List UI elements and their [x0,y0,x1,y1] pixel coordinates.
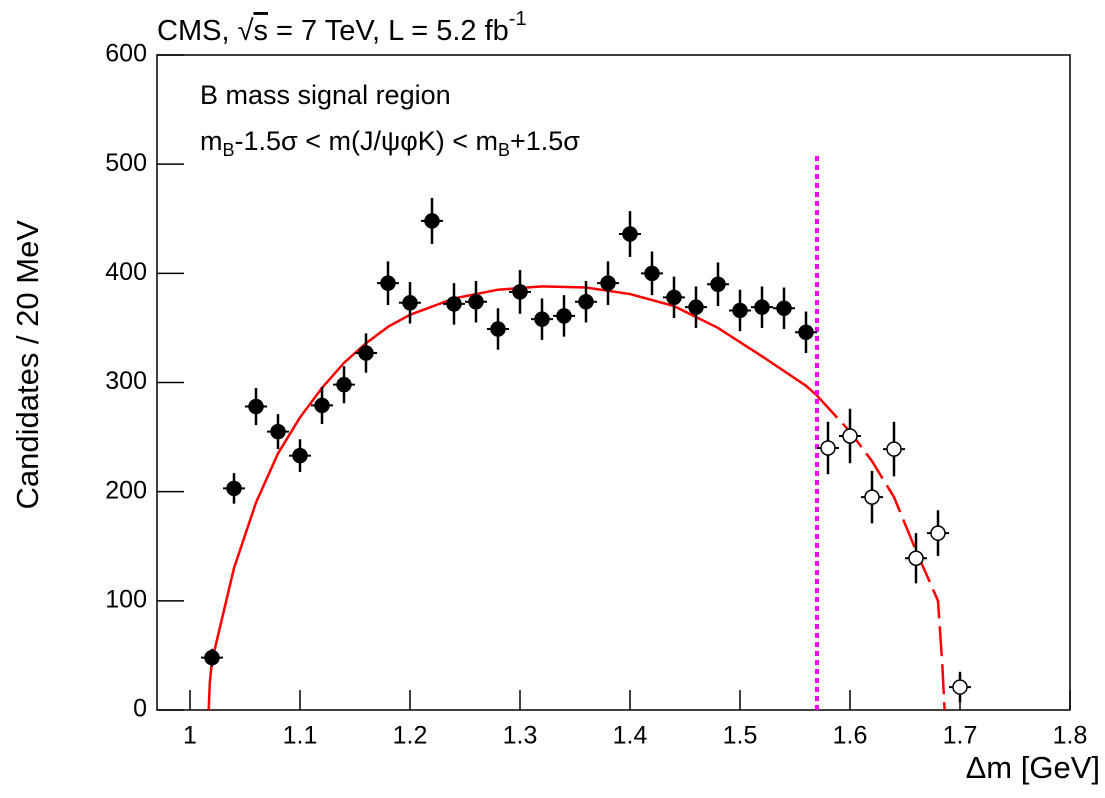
data-point [600,275,616,291]
x-tick-label: 1.1 [283,722,318,750]
y-tick-label: 0 [133,695,147,723]
x-tick-label: 1 [183,722,197,750]
data-point [248,398,264,415]
data-point [842,428,858,444]
data-point [358,345,374,361]
title-part: CMS, [157,15,238,47]
y-tick-label: 400 [105,258,147,286]
data-point [754,299,770,315]
data-point [446,296,462,312]
data-point [798,324,814,341]
x-tick-label: 1.2 [393,722,428,750]
data-point [512,284,528,300]
y-tick-label: 500 [105,149,147,177]
data-point [292,447,308,464]
data-point [336,376,352,393]
data-point [578,293,594,310]
x-tick-label: 1.8 [1053,722,1088,750]
data-point [886,441,902,457]
data-point [930,525,946,541]
data-point [666,289,682,306]
y-tick-label: 300 [105,367,147,395]
condition: mB-1.5σ < m(J/ψφK) < mB+1.5σ [200,126,580,160]
x-tick-label: 1.7 [943,722,978,750]
title-part: s [253,15,268,47]
title-part: = 7 TeV, L = 5.2 fb [268,15,509,47]
data-point [204,649,220,666]
y-tick-label: 600 [105,40,147,68]
x-axis-label: Δm [GeV] [966,750,1100,785]
condition-part: B [498,140,510,160]
data-point [314,397,330,414]
x-tick-label: 1.4 [613,722,648,750]
condition-part: B [223,140,235,160]
x-tick-label: 1.3 [503,722,538,750]
data-point [424,213,440,229]
data-point [270,423,286,440]
y-axis-label: Candidates / 20 MeV [10,220,45,510]
data-point [556,308,572,324]
data-point [534,311,550,327]
y-tick-label: 100 [105,585,147,613]
y-tick-label: 200 [105,476,147,504]
data-point [380,275,396,291]
data-point [644,265,660,282]
data-point [622,226,638,242]
data-point [490,321,506,337]
condition-part: -1.5σ < m(J/ψφK) < m [235,126,498,156]
title-part: √ [238,15,254,47]
data-point [864,489,880,505]
data-point [776,300,792,317]
data-point [732,302,748,319]
data-point [820,440,836,456]
data-point [468,293,484,310]
annotation: B mass signal region [200,80,451,110]
data-point [226,480,242,497]
chart-title: CMS, √s = 7 TeV, L = 5.2 fb-1 [157,8,527,46]
data-point [402,295,418,311]
data-point [710,276,726,292]
data-point [952,679,968,695]
data-point [688,299,704,315]
x-tick-label: 1.6 [833,722,868,750]
x-tick-label: 1.5 [723,722,758,750]
title-part: -1 [509,8,527,30]
condition-part: +1.5σ [510,126,580,156]
condition-part: m [200,126,223,156]
data-point [908,550,924,567]
fit-curve [207,285,818,711]
fit-curve [816,394,946,711]
